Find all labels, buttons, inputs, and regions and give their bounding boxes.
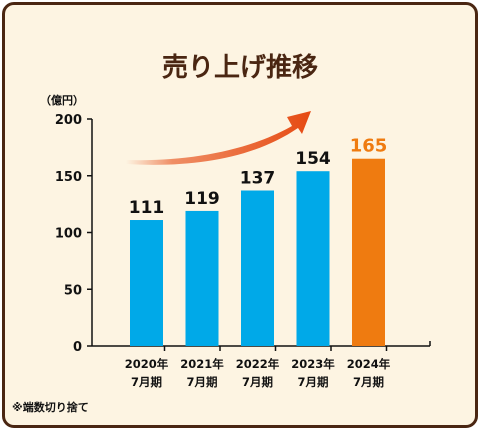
x-tick-label: 7月期 [353, 375, 384, 389]
x-tick-label: 7月期 [242, 375, 273, 389]
x-tick-label: 7月期 [186, 375, 217, 389]
x-tick-label: 2022年 [236, 357, 280, 371]
bar [352, 158, 385, 346]
x-tick-label: 2024年 [347, 357, 391, 371]
y-tick-label: 0 [73, 340, 82, 355]
bar [296, 171, 330, 346]
bar-value-label: 137 [240, 169, 276, 189]
y-tick-label: 200 [55, 113, 82, 128]
footnote: ※端数切り捨て [12, 401, 89, 414]
x-tick-label: 7月期 [131, 375, 162, 389]
x-tick-label: 2020年 [125, 357, 169, 371]
bar-value-label: 119 [184, 189, 220, 209]
x-tick-label: 2021年 [180, 357, 224, 371]
trend-arrow [126, 111, 311, 165]
y-tick-label: 150 [55, 170, 82, 185]
bar [185, 210, 219, 346]
chart-title: 売り上げ推移 [162, 53, 318, 83]
bar-value-label: 165 [350, 136, 388, 157]
y-tick-label: 50 [64, 283, 82, 298]
bar-value-label: 111 [129, 198, 165, 218]
bar-value-label: 154 [295, 149, 331, 169]
y-axis-unit-label: （億円） [40, 93, 84, 107]
y-tick-label: 100 [55, 227, 82, 242]
x-tick-label: 2023年 [291, 357, 335, 371]
bar [130, 220, 163, 346]
x-tick-label: 7月期 [297, 375, 328, 389]
bar [241, 190, 274, 346]
